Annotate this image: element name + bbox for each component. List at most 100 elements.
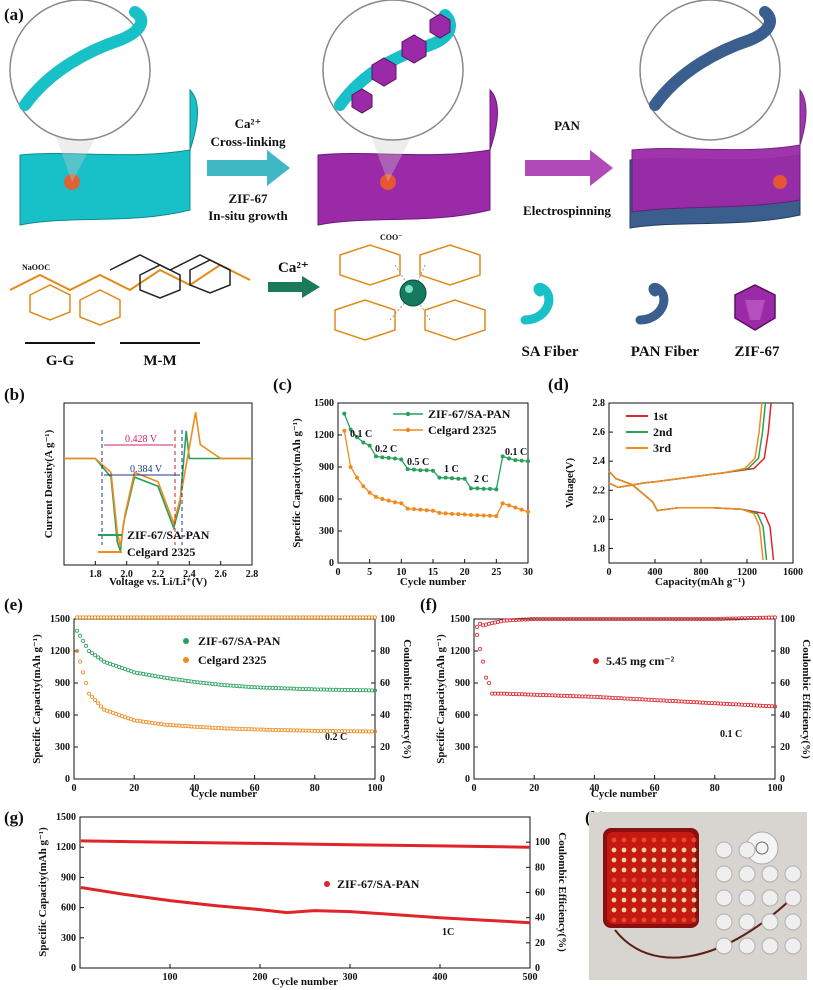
chart-c-point: [462, 512, 467, 517]
led: [691, 857, 697, 863]
chart-c-y-tick-label: 1200: [314, 430, 334, 441]
chart-f-y-tick-label: 300: [455, 742, 470, 753]
chart-c-point: [481, 486, 486, 491]
chart-c-point: [380, 497, 385, 501]
led: [651, 877, 657, 883]
chart-g-y-tick-label: 1200: [56, 842, 76, 853]
chart-c-legend-zif: ZIF-67/SA-PAN: [428, 407, 511, 421]
chart-e-point: [78, 659, 83, 664]
zoom-circle-pan: [639, 0, 781, 141]
alginate-chain-structure: [9, 254, 251, 326]
chart-b-x-tick-label: 2.4: [183, 569, 196, 580]
chart-g-y-tick-label: 300: [61, 933, 76, 944]
chart-g-x-ticks: 100 200 300 400 500: [163, 964, 538, 983]
chart-f-y-tick-label: 900: [455, 678, 470, 689]
chart-g-rate-note: 1C: [442, 927, 454, 938]
coin-cell: [761, 913, 779, 931]
chart-b-xlabel: Voltage vs. Li/Li⁺(V): [109, 576, 207, 588]
chart-c-rate-1: 0.2 C: [375, 444, 397, 455]
chart-d-y-tick-label: 2.4: [593, 456, 606, 467]
led: [671, 887, 677, 893]
led: [691, 887, 697, 893]
led: [661, 847, 667, 853]
chart-d-y-tick-label: 2.0: [593, 514, 606, 525]
led: [671, 907, 677, 913]
chart-f-x-tick-label: 60: [650, 783, 660, 794]
chart-c-point: [355, 475, 359, 480]
chart-c-x-tick-label: 5: [367, 567, 372, 578]
chart-c-ylabel: Specific Capacity(mAh g⁻¹): [291, 418, 303, 548]
led: [681, 917, 687, 923]
chart-b-annotation-lines: [101, 430, 183, 545]
chart-b-anno-0384: 0.384 V: [130, 464, 163, 475]
chart-e-point: [372, 729, 377, 734]
chart-b-ylabel: Current Density(A g⁻¹): [43, 429, 55, 538]
chart-e-point: [90, 651, 95, 656]
chart-d-x-tick-label: 400: [648, 567, 663, 578]
chart-g-ylabel: Specific Capacity(mAh g⁻¹): [37, 827, 49, 957]
chart-e-y2-tick-label: 0: [380, 774, 385, 785]
chart-c-rate-2: 0.5 C: [407, 457, 429, 468]
panel-a-label: (a): [4, 5, 24, 24]
coin-cell: [715, 937, 733, 955]
coin-cell: [784, 913, 802, 931]
chart-e-point: [93, 698, 98, 703]
chart-c-x-ticks: 0 5 10 15 20 25 30: [336, 559, 533, 578]
coin-cell: [761, 865, 779, 883]
coin-cell: [784, 889, 802, 907]
chart-d-charge-curve: [608, 402, 763, 489]
chart-e-y-tick-label: 600: [55, 710, 70, 721]
chart-f-y2-tick-label: 80: [780, 646, 790, 657]
chart-g-legend-zif: ZIF-67/SA-PAN: [337, 877, 420, 891]
chart-c-legend: [393, 411, 423, 433]
chart-c-y-tick-label: 600: [319, 494, 334, 505]
led: [621, 847, 627, 853]
led: [651, 847, 657, 853]
chart-e-point: [75, 649, 80, 654]
chart-e-point: [78, 633, 83, 638]
chart-g-y2-tick-label: 80: [535, 862, 545, 873]
chart-d-series: [608, 402, 775, 561]
chart-g-y2-tick-label: 20: [535, 938, 545, 949]
chart-c-point: [481, 513, 486, 518]
chart-f-point: [478, 646, 483, 651]
chart-c-point: [393, 456, 397, 461]
coin-cell: [715, 841, 733, 859]
led: [681, 867, 687, 873]
chart-c-point: [469, 486, 473, 491]
chart-c-point: [519, 507, 524, 512]
chart-c-point: [431, 508, 435, 513]
led: [621, 917, 627, 923]
led: [661, 867, 667, 873]
led: [691, 917, 697, 923]
led: [641, 837, 647, 843]
chart-f-y2-tick-label: 60: [780, 678, 790, 689]
chart-e-ylabel: Specific Capacity(mAh g⁻¹): [31, 634, 43, 764]
chart-g-efficiency: [80, 839, 531, 849]
chart-b-series-celgard: [64, 412, 252, 547]
chart-f-point: [484, 675, 489, 680]
led-demo-photo: [589, 812, 807, 980]
chart-d-legend-3rd: 3rd: [653, 441, 671, 455]
panel-b-label: (b): [4, 385, 25, 404]
zif67-label: ZIF-67: [735, 344, 781, 360]
led: [621, 887, 627, 893]
chart-c-point: [475, 486, 480, 491]
chart-g-y2-tick-label: 0: [535, 963, 540, 974]
chart-f-y-tick-label: 600: [455, 710, 470, 721]
panel-d-label: (d): [548, 375, 569, 394]
chart-e-x-tick-label: 100: [368, 783, 383, 794]
chart-e-point: [93, 653, 98, 658]
step1-crosslinking-label: Cross-linking: [211, 134, 286, 149]
chart-c-point: [431, 468, 435, 473]
sa-fiber-label: SA Fiber: [521, 344, 578, 360]
coin-cell: [761, 937, 779, 955]
chart-c-rate-3: 1 C: [444, 464, 459, 475]
chart-d-y-tick-label: 2.8: [593, 398, 606, 409]
chart-e-x-tick-label: 0: [72, 783, 77, 794]
chart-f-x-tick-label: 80: [710, 783, 720, 794]
led: [641, 897, 647, 903]
chart-c-y-ticks: 0 300 600 900 1200 1500: [314, 398, 342, 569]
step2-pan-label: PAN: [554, 118, 580, 133]
chart-f-point: [773, 704, 778, 709]
